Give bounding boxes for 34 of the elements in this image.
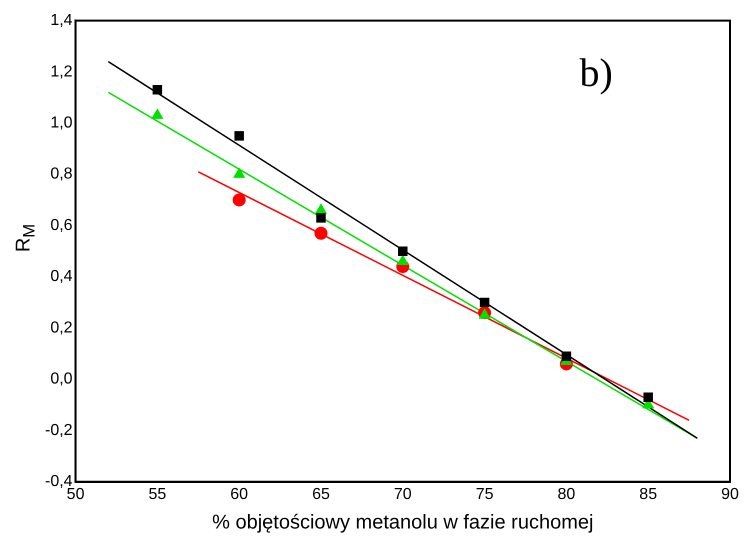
point <box>398 246 408 256</box>
annotation: b) <box>579 50 613 96</box>
y-tick-label: 1,4 <box>50 12 73 30</box>
x-tick-label: 85 <box>639 486 658 503</box>
point <box>643 392 653 402</box>
y-tick-label: 1,2 <box>50 63 73 80</box>
y-tick-label: 0,2 <box>50 319 73 336</box>
point <box>233 168 245 178</box>
y-tick-label: 0,0 <box>50 370 73 388</box>
y-tick-label: 1,0 <box>50 114 73 132</box>
x-tick-label: 60 <box>230 486 248 503</box>
x-tick-label: 65 <box>312 486 330 503</box>
y-tick-label: 0,8 <box>50 166 73 183</box>
x-tick-label: 70 <box>394 486 412 503</box>
point <box>562 352 572 361</box>
point <box>234 131 244 141</box>
point <box>314 226 328 240</box>
point <box>152 108 164 119</box>
point <box>478 308 490 319</box>
point <box>232 193 246 206</box>
x-tick-label: 90 <box>721 486 739 503</box>
y-tick-label: -0,2 <box>44 422 73 439</box>
x-tick-label: 80 <box>557 486 576 503</box>
point <box>315 204 327 214</box>
x-axis-title: % objętościowy metanolu w fazie ruchomej <box>212 512 594 534</box>
point <box>316 213 326 223</box>
point <box>480 298 490 308</box>
x-tick-label: 55 <box>148 486 166 503</box>
point <box>397 254 408 265</box>
y-tick-label: 0,4 <box>50 268 73 286</box>
x-tick-label: 75 <box>476 486 494 503</box>
point <box>152 85 162 95</box>
x-tick-label: 50 <box>66 486 85 503</box>
y-tick-label: 0,6 <box>50 216 73 234</box>
